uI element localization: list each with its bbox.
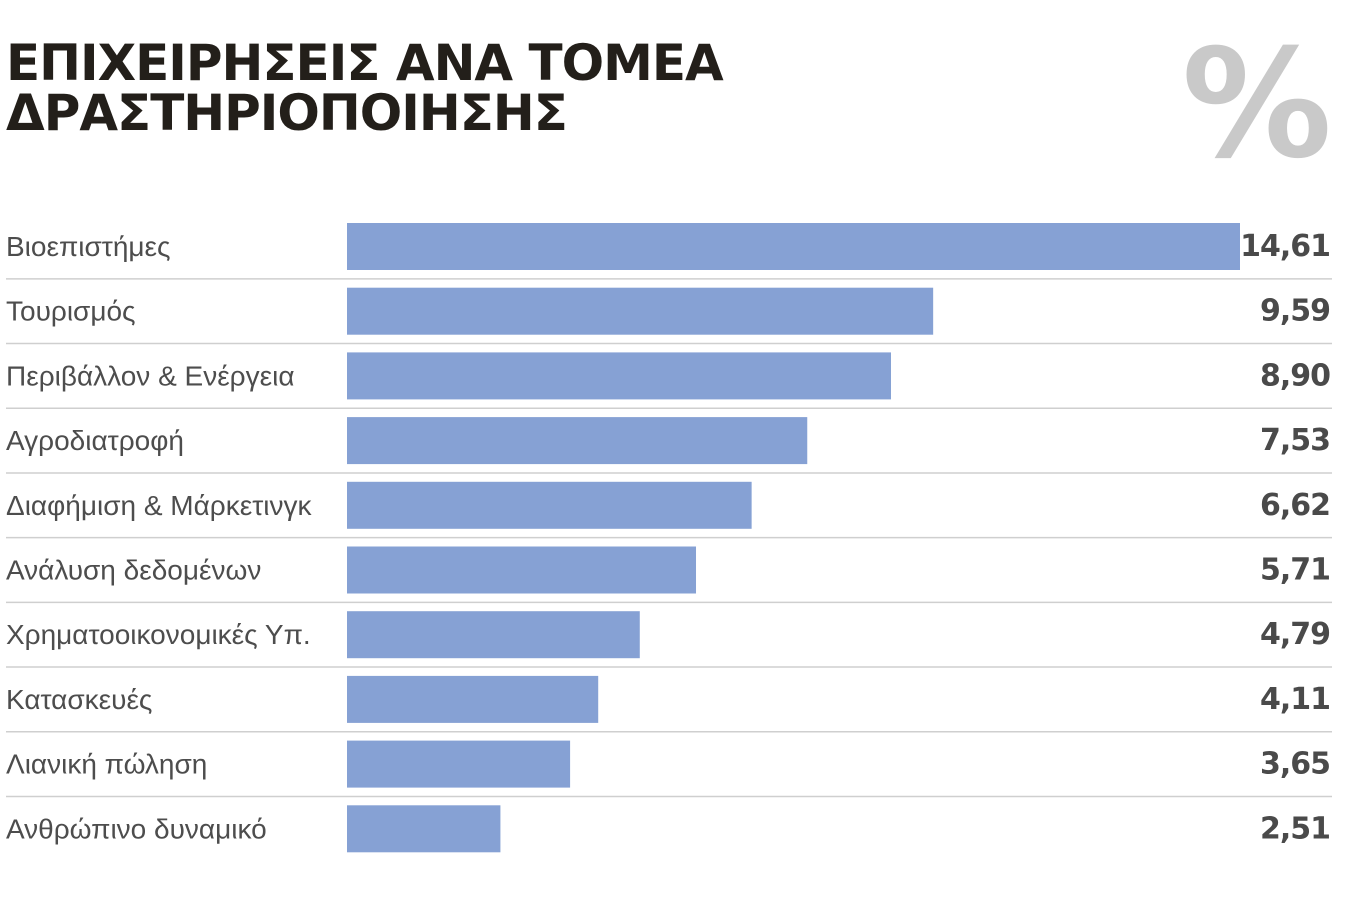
bar-10: [347, 805, 501, 853]
category-label-10: Ανθρώπινο δυναμικό: [6, 813, 267, 844]
bar-2: [347, 287, 934, 335]
value-label-5: 6,62: [1260, 488, 1330, 523]
bar-8: [347, 675, 599, 723]
value-label-3: 8,90: [1260, 358, 1330, 393]
value-label-4: 7,53: [1260, 423, 1330, 458]
value-label-2: 9,59: [1260, 294, 1330, 329]
chart-title: ΕΠΙΧΕΙΡΗΣΕΙΣ ΑΝΑ ΤΟΜΕΑ ΔΡΑΣΤΗΡΙΟΠΟΙΗΣΗΣ: [6, 34, 724, 142]
bar-3: [347, 352, 891, 400]
value-label-8: 4,11: [1260, 682, 1330, 717]
category-label-2: Τουρισμός: [6, 296, 136, 327]
category-label-5: Διαφήμιση & Μάρκετινγκ: [6, 490, 312, 521]
value-label-6: 5,71: [1260, 553, 1330, 588]
bar-6: [347, 546, 697, 594]
bar-1: [347, 223, 1240, 270]
bar-9: [347, 740, 571, 788]
bar-7: [347, 611, 640, 659]
category-label-6: Ανάλυση δεδομένων: [6, 555, 261, 586]
category-label-4: Αγροδιατροφή: [6, 425, 184, 456]
chart-title-line-1: ΕΠΙΧΕΙΡΗΣΕΙΣ ΑΝΑ ΤΟΜΕΑ: [6, 34, 724, 92]
category-label-3: Περιβάλλον & Ενέργεια: [6, 360, 295, 391]
category-label-9: Λιανική πώληση: [6, 749, 207, 780]
value-label-1: 14,61: [1240, 229, 1330, 264]
bar-4: [347, 417, 808, 465]
category-label-8: Κατασκευές: [6, 684, 152, 715]
value-label-7: 4,79: [1260, 617, 1330, 652]
value-label-9: 3,65: [1260, 747, 1330, 782]
chart-title-line-2: ΔΡΑΣΤΗΡΙΟΠΟΙΗΣΗΣ: [6, 84, 568, 142]
category-label-7: Χρηματοοικονομικές Υπ.: [6, 619, 311, 650]
value-label-10: 2,51: [1260, 811, 1330, 846]
bar-5: [347, 481, 752, 529]
percent-unit-symbol: %: [1181, 18, 1332, 192]
category-label-1: Βιοεπιστήμες: [6, 231, 171, 262]
